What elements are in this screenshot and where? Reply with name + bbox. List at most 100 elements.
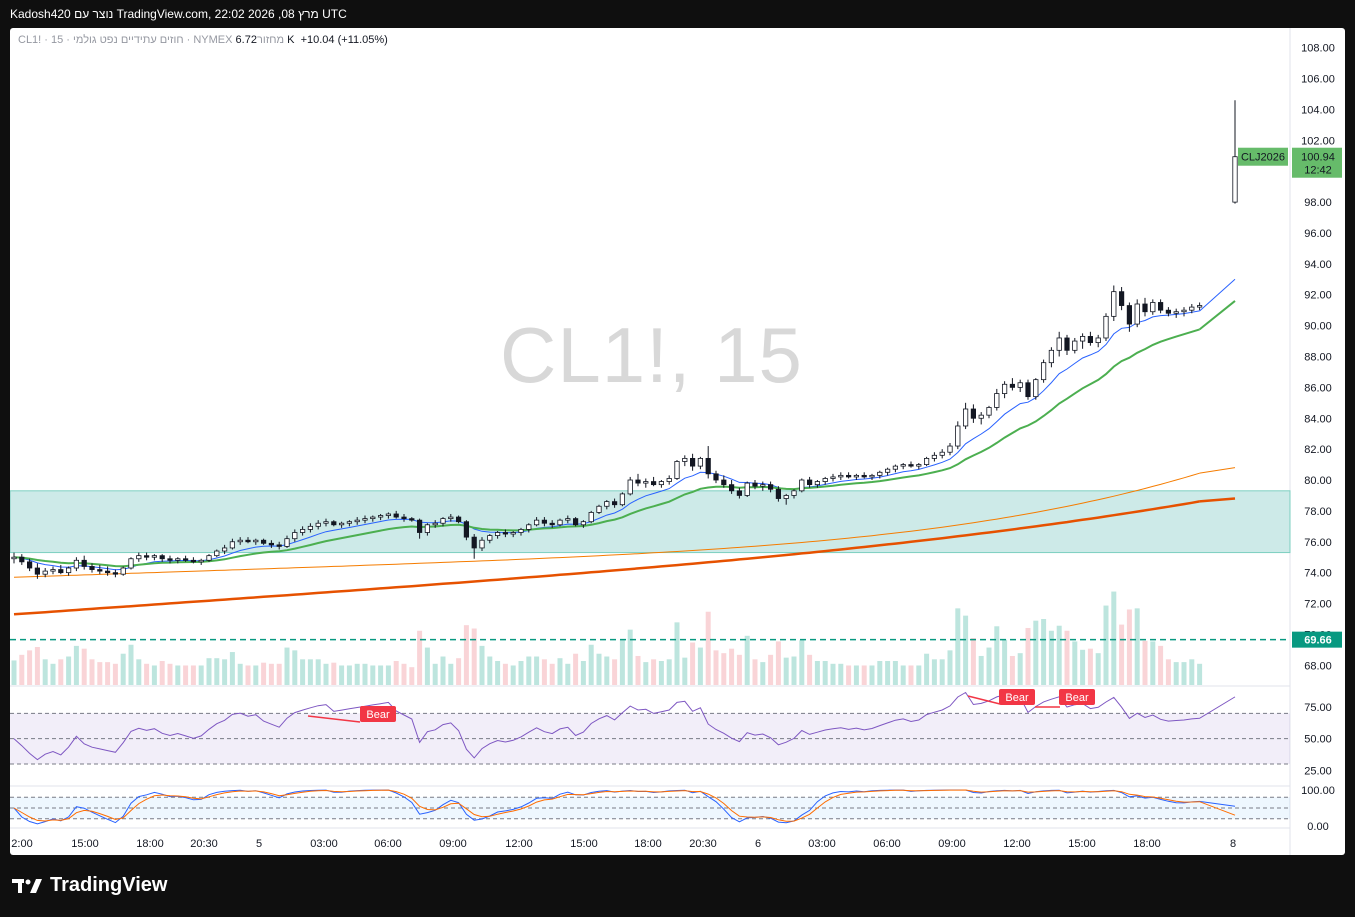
candle-body <box>440 518 446 524</box>
price-tick-label: 72.00 <box>1304 599 1332 611</box>
bear-divergence-line <box>307 715 361 723</box>
candle <box>502 529 509 538</box>
candle <box>1056 331 1062 357</box>
candle <box>284 535 290 548</box>
candle-body <box>448 516 454 520</box>
volume-bar <box>783 657 789 685</box>
price-tick-label: 94.00 <box>1304 259 1332 271</box>
volume-bar <box>448 663 454 685</box>
candle-body <box>1165 309 1171 314</box>
candle-body <box>385 513 392 516</box>
volume-bar <box>1181 662 1187 685</box>
candle <box>643 478 649 488</box>
candle <box>612 498 618 508</box>
candle <box>34 563 41 579</box>
volume-bar <box>853 665 859 685</box>
candle <box>721 475 727 488</box>
volume-bar <box>963 615 969 685</box>
candle <box>128 557 134 570</box>
candle <box>1111 285 1117 321</box>
time-tick-label: 6 <box>755 838 761 850</box>
volume-bar <box>1095 653 1101 685</box>
candle-body <box>1134 303 1140 325</box>
volume-bar <box>846 665 852 685</box>
price-tick-label: 76.00 <box>1304 537 1332 549</box>
volume-bar <box>612 659 618 685</box>
candle-body <box>354 519 360 523</box>
volume-bar <box>1080 649 1086 685</box>
candle-body <box>1103 315 1109 339</box>
ma-long-tail <box>1199 497 1236 503</box>
candle <box>471 534 477 559</box>
candle <box>830 473 836 482</box>
volume-bar <box>237 663 243 685</box>
candle-body <box>658 481 665 486</box>
candle-body <box>471 536 477 549</box>
candle-body <box>900 464 906 467</box>
volume-bar <box>198 665 204 685</box>
candle <box>268 540 275 548</box>
time-tick-label: 15:00 <box>570 838 598 850</box>
candle-body <box>970 408 977 419</box>
candle-body <box>869 474 875 478</box>
candle-body <box>736 490 743 496</box>
volume-bar <box>456 658 462 685</box>
volume-bar <box>378 665 384 685</box>
volume-bar <box>947 650 953 685</box>
candle-body <box>370 516 376 520</box>
candle-body <box>963 408 969 427</box>
candle-body <box>424 524 431 533</box>
candle <box>167 555 173 564</box>
candle-body <box>619 493 626 506</box>
candle-body <box>939 451 945 456</box>
volume-bar <box>1056 625 1062 685</box>
legend-symbol-line: CL1! · 15 · חוזים עתידיים נפט גולמי · NY… <box>18 34 233 46</box>
time-tick-label: 12:00 <box>505 838 533 850</box>
candle <box>892 464 899 473</box>
volume-bar <box>1126 609 1132 685</box>
candle-body <box>401 516 407 520</box>
candle <box>1064 334 1070 355</box>
chart-canvas[interactable]: 108.00 106.00 104.00 102.00 100.00 98.00 96.00… <box>10 28 1345 855</box>
candle <box>869 473 875 481</box>
candle-body <box>315 522 321 527</box>
candle-body <box>1025 382 1031 398</box>
candle-body <box>1126 305 1132 325</box>
volume-bar <box>1134 608 1140 685</box>
candle-body <box>1197 305 1203 308</box>
candle <box>432 520 438 528</box>
candle-body <box>73 559 79 569</box>
chart-frame[interactable]: 108.00 106.00 104.00 102.00 100.00 98.00 96.00… <box>10 28 1345 855</box>
candle <box>487 534 493 544</box>
candle-body <box>338 522 345 526</box>
candle <box>26 558 33 572</box>
candle <box>424 523 431 536</box>
candle <box>112 569 118 578</box>
candle <box>713 470 719 484</box>
candle-body <box>237 539 243 543</box>
candle-body <box>877 471 883 476</box>
volume-bar <box>596 653 602 685</box>
candle <box>986 405 992 419</box>
volume-bar <box>791 656 797 685</box>
candle <box>861 472 867 479</box>
candle-body <box>1041 362 1047 381</box>
volume-bar <box>1072 641 1078 685</box>
legend-volume-label: מחזור <box>256 34 285 46</box>
volume-bar <box>11 660 17 685</box>
candle <box>916 463 922 470</box>
volume-bar <box>931 659 937 685</box>
time-tick-label: 09:00 <box>938 838 966 850</box>
candle-body <box>713 473 719 481</box>
volume-bar <box>261 662 267 685</box>
candle-body <box>573 518 579 526</box>
volume-bar <box>128 644 134 685</box>
candle-body <box>1095 337 1101 344</box>
volume-bar <box>409 667 415 685</box>
candle <box>1033 378 1039 400</box>
price-tick-label: 98.00 <box>1304 197 1332 209</box>
volume-bar <box>89 659 95 685</box>
candle-body <box>167 558 173 561</box>
stoch-d-line <box>13 789 1236 822</box>
candle-body <box>66 567 72 574</box>
